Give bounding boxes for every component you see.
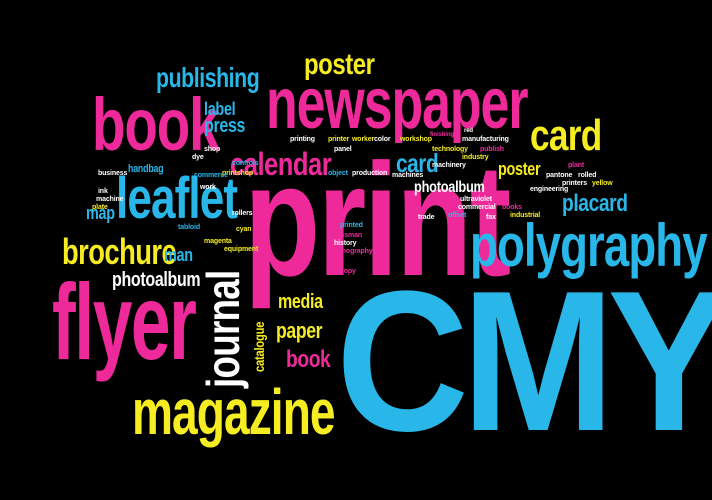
word-publishing: publishing [156, 62, 260, 93]
word-ink: ink [98, 188, 108, 195]
word-flyer: flyer [52, 261, 197, 382]
word-photoalbum: photoalbum [112, 269, 201, 291]
word-worker: worker [352, 136, 375, 143]
word-production: production [352, 170, 388, 177]
word-book-small: book [286, 346, 331, 373]
word-book: book [92, 83, 220, 166]
word-copy: copy [340, 268, 356, 275]
word-color: color [374, 136, 391, 143]
word-plate: plate [92, 204, 108, 211]
word-ultraviolet: ultraviolet [460, 196, 492, 203]
word-polygraphy: polygraphy [470, 212, 708, 279]
word-work: work [200, 184, 216, 191]
word-magenta: magenta [204, 238, 232, 245]
word-catalogue: catalogue [251, 321, 267, 372]
word-workshop: workshop [400, 136, 432, 143]
word-machines: machines [392, 172, 424, 179]
word-tabloid: tabloid [178, 224, 200, 231]
word-finishing: finishing [430, 132, 454, 138]
word-photoalbum-small: photoalbum [414, 179, 485, 196]
word-rolled: rolled [578, 172, 597, 179]
word-yellow: yellow [592, 180, 613, 187]
word-pressman: pressman [330, 232, 362, 239]
word-map: map [86, 203, 115, 223]
word-equipment: equipment [224, 246, 259, 253]
word-card-small: card [396, 148, 439, 178]
word-pantone: pantone [546, 172, 573, 179]
word-printers: printers [562, 180, 587, 187]
word-trade: trade [418, 214, 435, 221]
word-printed: printed [340, 222, 363, 229]
word-controls: controls [232, 160, 259, 167]
word-lithography: lithography [336, 248, 373, 255]
word-press: press [204, 115, 246, 137]
word-plant: plant [568, 162, 585, 169]
word-object: object [328, 170, 348, 177]
word-card: card [530, 111, 602, 160]
word-calendar: calendar [230, 146, 332, 182]
word-leaflet: leaflet [116, 166, 238, 231]
word-manufacturing: manufacturing [462, 136, 509, 143]
word-technology: technology [432, 146, 468, 153]
word-commerce: commerce [194, 172, 228, 179]
word-commercial: commercial [458, 204, 496, 211]
word-brochure: brochure [62, 231, 177, 272]
word-printshop: printshop [222, 170, 254, 177]
word-cmyk: CMYK [336, 250, 712, 473]
word-printer: printer [328, 136, 350, 143]
word-books: books [502, 204, 522, 211]
word-industry: industry [462, 154, 489, 161]
word-red: red [464, 128, 473, 134]
word-engineering: engineering [530, 186, 569, 193]
word-placard: placard [562, 190, 628, 217]
word-panel: panel [334, 146, 352, 153]
word-journal: journal [197, 270, 249, 388]
word-machinery: machinery [432, 162, 466, 169]
word-media: media [278, 291, 323, 313]
word-dye: dye [192, 154, 204, 161]
word-machine: machine [96, 196, 124, 203]
word-printing: printing [290, 136, 315, 143]
word-paper: paper [276, 318, 323, 343]
word-newspaper: newspaper [266, 64, 529, 144]
word-business: business [98, 170, 128, 177]
word-rollers: rollers [232, 210, 253, 217]
word-industrial: industrial [510, 212, 541, 219]
word-poster-small: poster [498, 159, 541, 179]
word-man: man [164, 245, 193, 265]
word-shop: shop [204, 146, 221, 153]
word-publish: publish [480, 146, 504, 153]
word-poster: poster [304, 48, 375, 81]
word-handbag: handbag [128, 163, 164, 175]
word-offset: offset [448, 212, 467, 219]
word-cyan: cyan [236, 226, 252, 233]
word-fax: fax [486, 214, 496, 221]
word-label: label [204, 99, 236, 119]
word-history: history [334, 240, 357, 247]
word-print: print [244, 130, 511, 309]
word-magazine: magazine [132, 376, 336, 448]
